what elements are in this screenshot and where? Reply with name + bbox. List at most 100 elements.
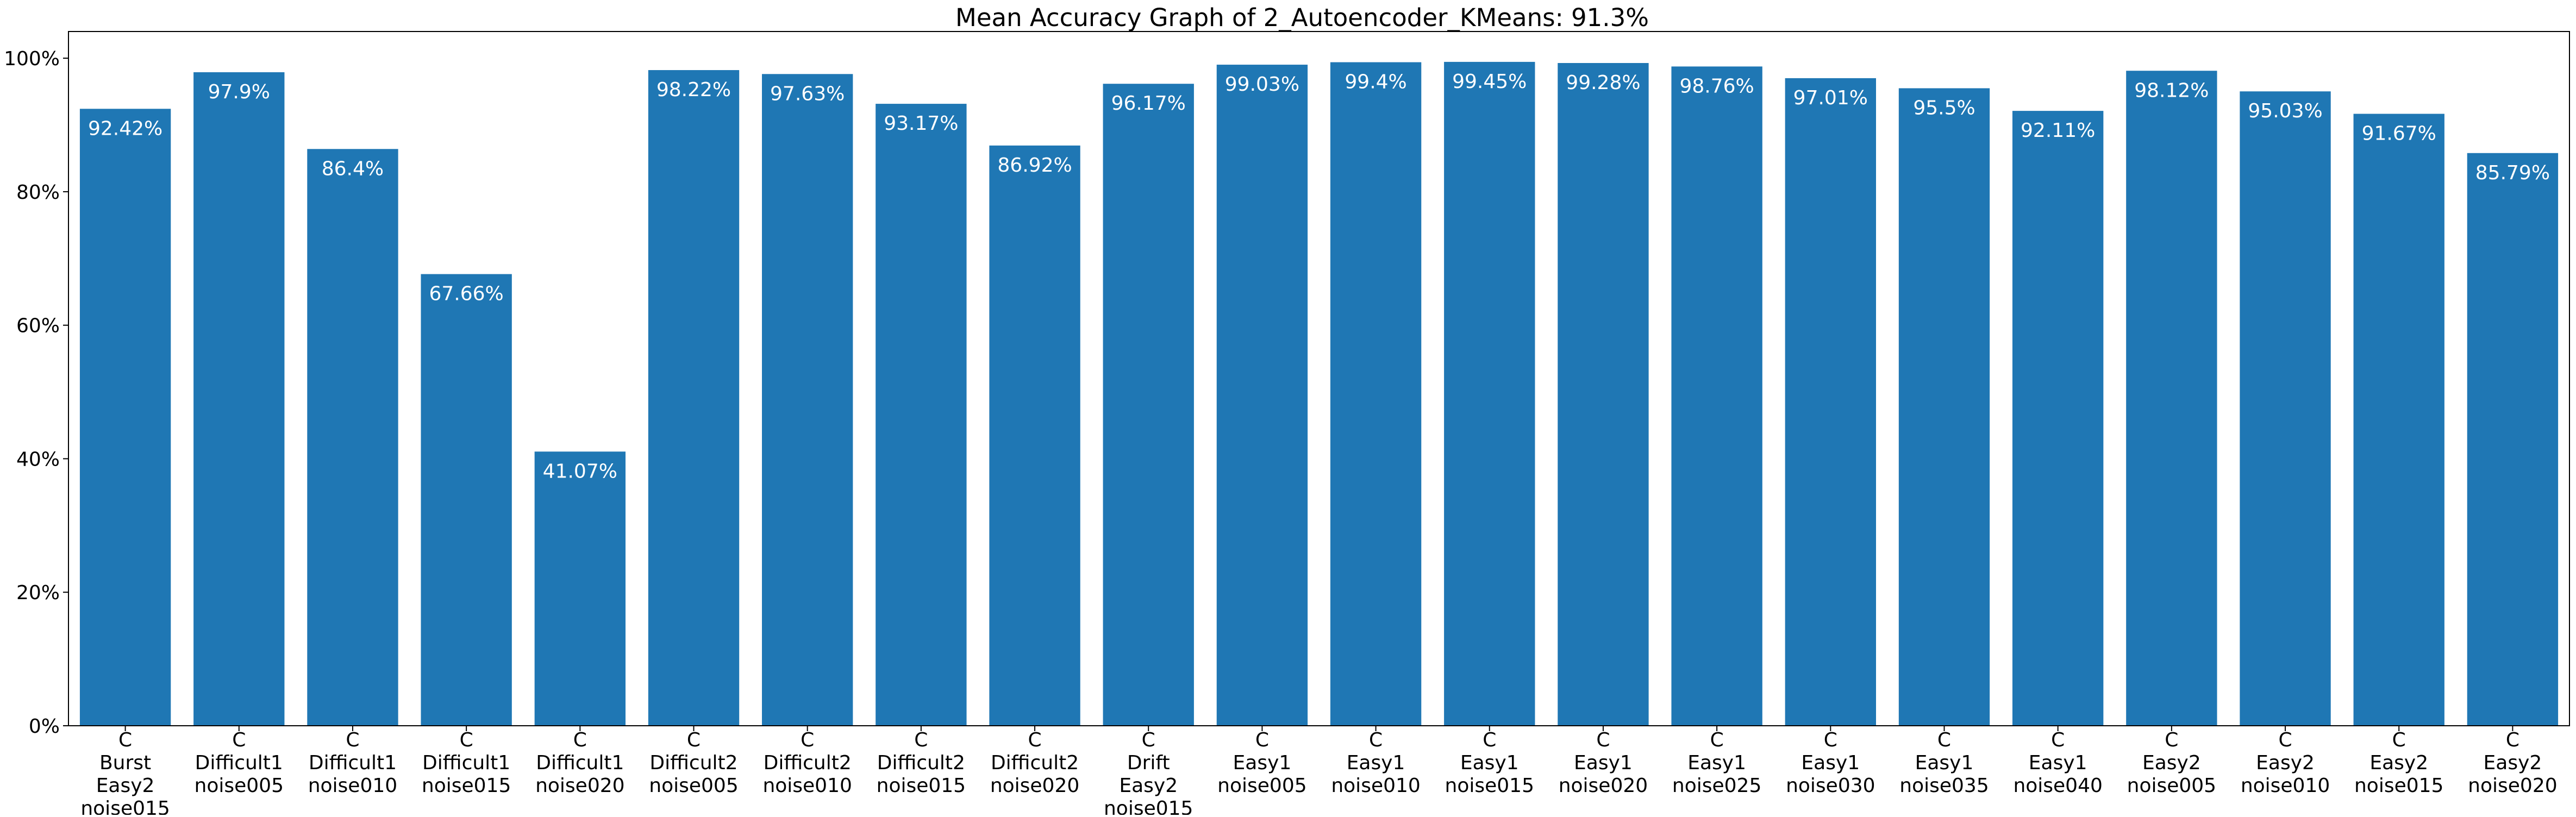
- x-tick-label: C Easy1 noise020: [1559, 729, 1648, 797]
- bar: [2467, 153, 2559, 726]
- bar-value-label: 95.03%: [2248, 100, 2322, 122]
- x-tick-label: C Easy1 noise040: [2013, 729, 2102, 797]
- x-tick-label: C Difficult1 noise010: [308, 729, 397, 797]
- x-tick-label-line: C: [2165, 729, 2178, 751]
- x-tick-label-line: noise010: [308, 775, 397, 797]
- x-tick-label-line: Difficult1: [536, 752, 624, 774]
- x-tick-label-line: Difficult1: [195, 752, 283, 774]
- x-tick-label-line: C: [801, 729, 814, 751]
- bar: [1216, 65, 1308, 726]
- x-tick-label-line: C: [460, 729, 473, 751]
- bar-value-label: 99.03%: [1225, 73, 1299, 96]
- x-tick-label-line: noise020: [990, 775, 1079, 797]
- x-tick-label-line: Difficult2: [877, 752, 965, 774]
- x-tick-label-line: noise020: [535, 775, 624, 797]
- x-tick-label-line: C: [573, 729, 587, 751]
- y-tick-label: 60%: [16, 315, 60, 337]
- x-tick-label: C Easy2 noise015: [2354, 729, 2443, 797]
- x-tick-label-line: C: [1255, 729, 1269, 751]
- x-tick-label-line: C: [232, 729, 246, 751]
- x-tick-label-line: Difficult2: [764, 752, 852, 774]
- x-tick-label-line: noise015: [2354, 775, 2443, 797]
- x-tick-label-line: Difficult2: [991, 752, 1079, 774]
- bar: [421, 274, 512, 726]
- y-tick-label: 20%: [16, 582, 60, 604]
- x-tick-label: C Easy1 noise010: [1331, 729, 1420, 797]
- x-tick-label-line: noise015: [80, 797, 170, 815]
- x-tick-label-line: C: [1142, 729, 1155, 751]
- bar-value-label: 96.17%: [1111, 92, 1186, 115]
- chart-title: Mean Accuracy Graph of 2_Autoencoder_KMe…: [955, 3, 1649, 32]
- x-tick-label-line: noise015: [422, 775, 511, 797]
- x-tick-label-line: C: [1483, 729, 1496, 751]
- x-tick-label: C Easy1 noise015: [1445, 729, 1534, 797]
- x-tick-label-line: noise005: [195, 775, 284, 797]
- bar-value-label: 86.4%: [322, 158, 384, 180]
- x-tick-label-line: Easy1: [2029, 752, 2087, 774]
- x-tick-label-line: Easy1: [1915, 752, 1974, 774]
- x-tick-label-line: Easy1: [1801, 752, 1860, 774]
- bar-value-label: 98.12%: [2134, 79, 2209, 102]
- bar: [876, 104, 967, 726]
- bar: [1330, 62, 1422, 726]
- x-tick-label-line: Difficult1: [309, 752, 397, 774]
- x-tick-label: C Easy2 noise020: [2468, 729, 2557, 797]
- y-tick-label: 80%: [16, 181, 60, 204]
- bar-value-label: 92.42%: [88, 117, 162, 140]
- x-tick-label-line: C: [1596, 729, 1610, 751]
- bar-value-label: 91.67%: [2362, 123, 2436, 145]
- bar: [2240, 91, 2331, 726]
- bar: [989, 145, 1080, 726]
- x-tick-label-line: noise005: [1217, 775, 1306, 797]
- bar: [1103, 84, 1194, 726]
- bar: [534, 451, 626, 726]
- bar-value-label: 99.4%: [1345, 71, 1406, 93]
- x-tick-label-line: noise020: [1559, 775, 1648, 797]
- x-tick-label-line: noise040: [2013, 775, 2102, 797]
- x-tick-label-line: noise010: [1331, 775, 1420, 797]
- bar: [1444, 61, 1535, 726]
- x-tick-label-line: C: [1028, 729, 1041, 751]
- y-tick-label: 0%: [29, 715, 60, 738]
- x-tick-label-line: Easy2: [2256, 752, 2315, 774]
- x-tick-label-line: noise030: [1786, 775, 1875, 797]
- y-tick-label: 100%: [4, 48, 60, 70]
- x-tick-label-line: C: [118, 729, 132, 751]
- x-tick-label-line: noise015: [1445, 775, 1534, 797]
- x-tick-label: C Difficult1 noise015: [422, 729, 511, 797]
- bar: [648, 70, 740, 726]
- x-tick-label-line: C: [1824, 729, 1837, 751]
- x-tick-label-line: Difficult1: [422, 752, 510, 774]
- x-tick-label-line: Easy2: [96, 775, 155, 797]
- x-tick-label-line: C: [914, 729, 928, 751]
- bar: [1785, 78, 1876, 726]
- x-tick-label-line: noise025: [1672, 775, 1761, 797]
- x-tick-label-line: C: [687, 729, 701, 751]
- bar: [1558, 63, 1649, 726]
- bar-value-label: 95.5%: [1913, 97, 1975, 119]
- x-tick-label-line: Easy1: [1233, 752, 1292, 774]
- x-tick-label-line: Difficult2: [649, 752, 737, 774]
- x-tick-label-line: noise020: [2468, 775, 2557, 797]
- x-tick-label: C Easy2 noise005: [2127, 729, 2216, 797]
- bar-value-label: 85.79%: [2475, 162, 2550, 184]
- x-tick-label-line: Easy1: [1574, 752, 1633, 774]
- x-tick-label-line: noise010: [762, 775, 852, 797]
- x-tick-label-line: C: [2506, 729, 2519, 751]
- bar: [307, 149, 398, 726]
- bar-value-label: 97.63%: [770, 83, 845, 105]
- y-tick-label: 40%: [16, 448, 60, 470]
- bar-value-label: 41.07%: [543, 460, 617, 482]
- x-tick-label-line: noise015: [1104, 797, 1193, 815]
- bar-value-label: 97.01%: [1793, 87, 1868, 109]
- x-tick-label-line: noise010: [2241, 775, 2330, 797]
- bar-value-label: 67.66%: [429, 283, 503, 305]
- x-tick-label: C Difficult1 noise020: [535, 729, 624, 797]
- x-tick-label-line: C: [1710, 729, 1724, 751]
- bar: [2012, 111, 2104, 726]
- bar-value-label: 99.28%: [1566, 72, 1640, 94]
- bar: [2353, 114, 2444, 726]
- bar-value-label: 98.22%: [656, 79, 731, 101]
- bar-value-label: 97.9%: [208, 81, 270, 103]
